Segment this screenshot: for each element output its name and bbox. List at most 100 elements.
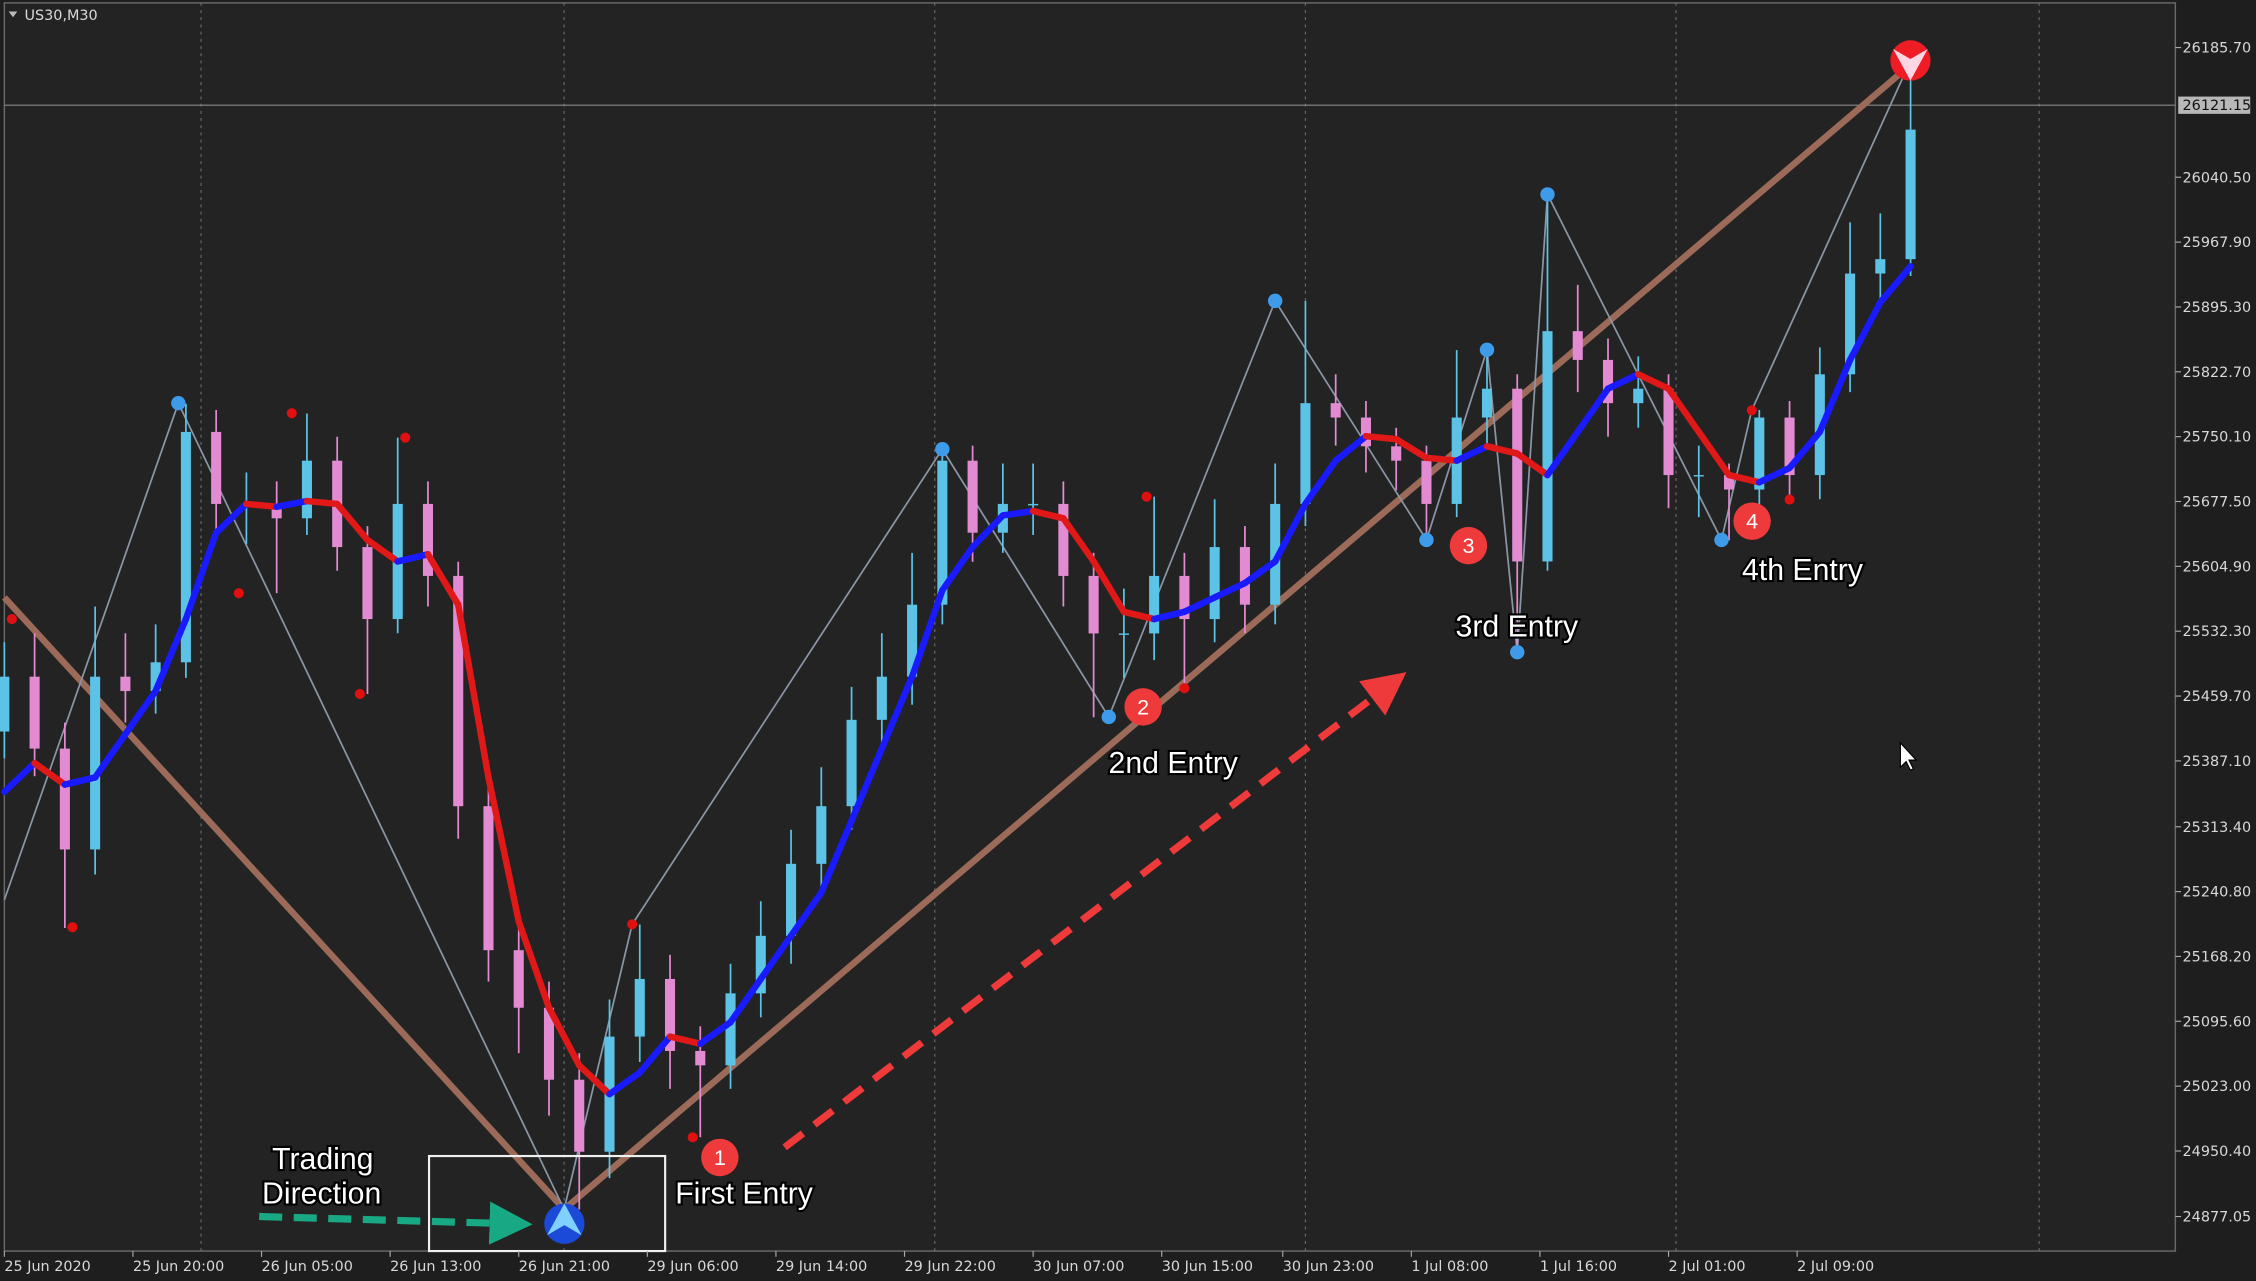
y-tick-label: 25387.10: [2183, 754, 2252, 770]
candle-body: [1633, 388, 1644, 404]
candle-body: [1512, 388, 1523, 562]
ma-segment: [606, 1069, 644, 1098]
entry-label: 3rd Entry: [1456, 610, 1579, 643]
candle-body: [846, 719, 857, 807]
y-tick-label: 25750.10: [2183, 430, 2252, 446]
y-tick-label: 24877.05: [2183, 1210, 2252, 1226]
ma-segment: [303, 497, 341, 508]
x-tick-label: 26 Jun 13:00: [390, 1259, 481, 1275]
candle-body: [1028, 503, 1039, 506]
current-price-label: 26121.15: [2183, 98, 2252, 114]
candle-body: [755, 935, 766, 994]
ma-segment: [1302, 457, 1339, 508]
y-tick-label: 25604.90: [2183, 559, 2252, 575]
x-tick-label: 29 Jun 22:00: [905, 1259, 996, 1275]
y-tick-label: 26185.70: [2183, 41, 2252, 57]
candle-body: [271, 503, 282, 519]
ma-segment: [878, 673, 916, 752]
ma-segment: [1483, 443, 1521, 457]
ma-segment: [1392, 435, 1430, 462]
ma-segment: [666, 1033, 704, 1047]
candle-body: [422, 503, 434, 576]
candle-body: [1875, 259, 1886, 274]
candle-body: [1058, 503, 1069, 576]
trading-direction-label: Direction: [262, 1178, 381, 1211]
ma-segment: [939, 543, 976, 594]
swing-high-dots: [233, 588, 244, 599]
swing-low-dots: [1267, 293, 1283, 309]
y-tick-label: 25313.40: [2183, 820, 2252, 836]
entry-label: 4th Entry: [1742, 554, 1864, 587]
candle-body: [120, 676, 131, 692]
y-tick-label: 25459.70: [2183, 689, 2252, 705]
ma-segment: [576, 1062, 613, 1098]
x-tick-label: 1 Jul 08:00: [1411, 1259, 1488, 1275]
entry-marker-label: 1: [714, 1145, 726, 1170]
ma-segment: [182, 529, 220, 623]
ma-segment: [1604, 371, 1642, 392]
target-signal-arrow: [1893, 48, 1928, 81]
ma-segment: [1574, 385, 1612, 436]
x-tick-label: 26 Jun 21:00: [519, 1259, 610, 1275]
swing-high-dots: [1141, 491, 1152, 502]
candle-body: [725, 993, 736, 1066]
ma-segment: [485, 774, 522, 925]
candle-body: [513, 950, 524, 1008]
y-tick-label: 25095.60: [2183, 1014, 2252, 1030]
ma-segment: [122, 687, 159, 738]
ma-segment: [1756, 464, 1793, 486]
ma-segment: [1, 759, 38, 796]
candle-body: [664, 978, 676, 1051]
ma-segment: [394, 551, 432, 565]
ma-segment: [908, 587, 946, 680]
swing-high-dots: [1179, 683, 1190, 694]
ma-segment: [999, 507, 1037, 519]
candle-body: [1602, 359, 1614, 404]
swing-low-dots: [1419, 532, 1434, 548]
ma-segment: [1060, 515, 1097, 565]
cursor: [1899, 741, 1918, 771]
y-tick-label: 25023.00: [2183, 1079, 2252, 1095]
ma-segment: [787, 889, 825, 940]
candle-body: [1905, 129, 1916, 260]
ma-segment: [1453, 443, 1491, 464]
ma-segment: [1877, 263, 1914, 306]
entry-label: 2nd Entry: [1109, 747, 1239, 780]
candle-body: [816, 806, 827, 864]
ma-segment: [1846, 299, 1884, 364]
candle-body: [1754, 417, 1765, 490]
entry-box: [427, 1154, 667, 1253]
ma-segment: [697, 1018, 734, 1047]
entry-marker-label: 2: [1137, 694, 1149, 719]
candle-body: [695, 1050, 706, 1066]
x-tick-label: 1 Jul 16:00: [1540, 1259, 1617, 1275]
ma-segment: [1695, 428, 1733, 479]
ma-segment: [1544, 428, 1581, 479]
menu-icon: [8, 11, 18, 18]
swing-high-dots: [627, 919, 638, 930]
candle-body: [362, 547, 373, 620]
y-tick-label: 25967.90: [2183, 235, 2252, 251]
y-tick-label: 25895.30: [2183, 300, 2252, 316]
x-tick-label: 2 Jul 01:00: [1669, 1259, 1746, 1275]
candle-body: [1481, 388, 1493, 418]
candle-body: [1088, 575, 1099, 634]
ma-segment: [1423, 454, 1460, 464]
candle-body: [1209, 547, 1220, 620]
candle-body: [1391, 446, 1402, 461]
x-tick-label: 2 Jul 09:00: [1797, 1259, 1874, 1275]
ma-segment: [1181, 594, 1218, 616]
candle-body: [1149, 575, 1160, 634]
buy-signal-arrow: [547, 1203, 582, 1236]
swing-high-dots: [286, 408, 297, 419]
x-tick-label: 29 Jun 14:00: [776, 1259, 867, 1275]
candle-body: [1330, 403, 1341, 418]
ma-segment: [515, 918, 553, 1011]
y-tick-label: 25240.80: [2183, 885, 2252, 901]
entry-marker: [1733, 502, 1771, 540]
candle-body: [1421, 460, 1432, 504]
ma-segment: [1332, 432, 1370, 464]
swing-high-dots: [354, 688, 365, 699]
ma-segment: [1271, 500, 1309, 565]
swing-high-dots: [400, 432, 411, 443]
